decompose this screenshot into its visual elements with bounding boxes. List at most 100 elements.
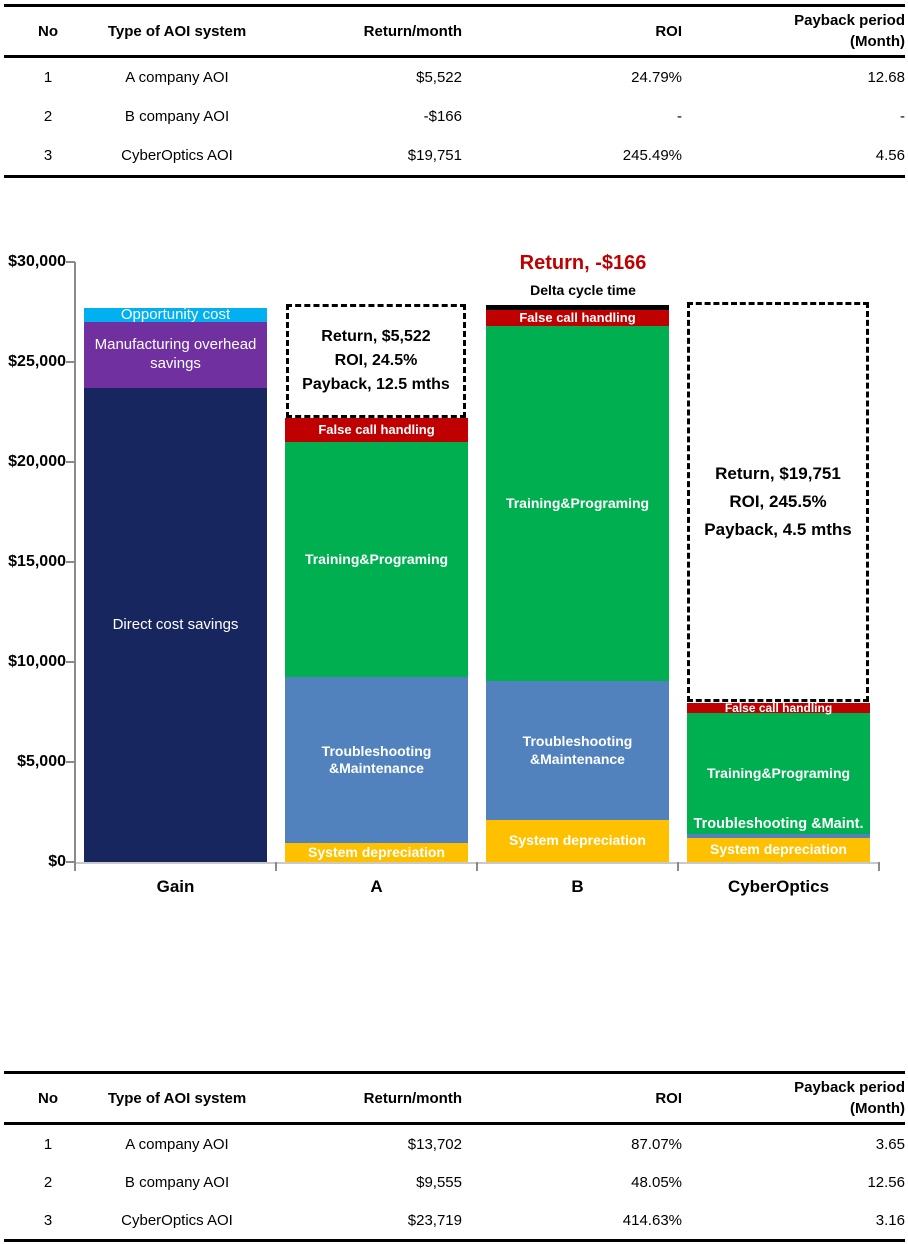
y-axis-tick [66, 461, 75, 463]
segment-delta-cycle-time [486, 304, 669, 310]
segment-training-programing: Training&Programing [285, 442, 468, 677]
cell-roi: 48.05% [631, 1173, 682, 1191]
col-header-return: Return/month [262, 5, 462, 58]
segment-system-depreciation: System depreciation [486, 820, 669, 862]
segment-label: Training&Programing [505, 494, 650, 511]
segment-label: Training&Programing [706, 764, 851, 781]
roi-table-top: No Type of AOI system Return/month ROI P… [4, 4, 905, 178]
box-cyber-roi: ROI, 245.5% [729, 491, 827, 511]
table-row: 1 A company AOI $5,522 24.79% 12.68 [4, 57, 905, 98]
table-row: 2 B company AOI $9,555 48.05% 12.56 [4, 1163, 905, 1201]
table-row: 2 B company AOI -$166 - - [4, 97, 905, 136]
y-axis-tick-label: $20,000 [8, 453, 66, 470]
bar-gain: Direct cost savings Manufacturing overhea… [84, 262, 267, 862]
segment-label: System depreciation [308, 843, 445, 860]
annotation-box-cyberoptics: Return, $19,751 ROI, 245.5% Payback, 4.5… [687, 302, 869, 702]
cell-return: $9,555 [416, 1173, 462, 1191]
x-axis-category-label: A [370, 877, 383, 896]
segment-system-depreciation: System depreciation [687, 838, 870, 862]
segment-label: System depreciation [710, 841, 847, 858]
annotation-box-a: Return, $5,522 ROI, 24.5% Payback, 12.5 … [286, 304, 466, 418]
table-header-row: No Type of AOI system Return/month ROI P… [4, 1072, 905, 1125]
segment-troubleshooting-maintenance: Troubleshooting &Maint. [687, 816, 870, 838]
table-row: 3 CyberOptics AOI $23,719 414.63% 3.16 [4, 1201, 905, 1241]
segment-label: Direct cost savings [112, 615, 239, 633]
cell-no: 2 [43, 108, 53, 125]
box-a-payback: Payback, 12.5 mths [302, 376, 450, 393]
cell-return: $19,751 [407, 147, 462, 164]
y-axis-tick-label: $15,000 [8, 553, 66, 570]
annotation-return-b: Return, -$166 [519, 252, 647, 274]
box-a-roi: ROI, 24.5% [334, 352, 418, 369]
segment-label: System depreciation [509, 832, 646, 849]
cell-return: $23,719 [407, 1211, 462, 1229]
x-axis-tick [476, 862, 478, 871]
col-header-payback: Payback period (Month) [682, 5, 905, 58]
box-cyber-return: Return, $19,751 [715, 463, 841, 483]
segment-label: False call handling [724, 700, 833, 715]
cell-roi: 414.63% [622, 1211, 682, 1229]
cell-return: $13,702 [407, 1135, 462, 1153]
cell-no: 3 [43, 147, 53, 164]
segment-troubleshooting-maintenance: Troubleshooting &Maintenance [285, 677, 468, 843]
x-axis-category-label: B [571, 877, 584, 896]
segment-label: Manufacturing overhead savings [94, 336, 257, 372]
cell-type: B company AOI [124, 108, 230, 125]
segment-label: False call handling [318, 422, 435, 438]
cell-type: CyberOptics AOI [121, 1211, 233, 1229]
col-header-roi: ROI [462, 1072, 682, 1125]
bar-a: System depreciation Troubleshooting &Main… [285, 262, 468, 862]
bar-b: System depreciation Troubleshooting &Main… [486, 262, 669, 862]
table-row: 3 CyberOptics AOI $19,751 245.49% 4.56 [4, 136, 905, 177]
segment-troubleshooting-maintenance: Troubleshooting &Maintenance [486, 681, 669, 820]
cell-type: B company AOI [124, 1173, 230, 1191]
segment-system-depreciation: System depreciation [285, 843, 468, 862]
y-axis-tick [66, 561, 75, 563]
cell-return: $5,522 [416, 69, 462, 86]
cell-payback: - [900, 108, 905, 125]
chart-plot: Direct cost savings Manufacturing overhea… [75, 262, 879, 862]
segment-training-programing: Training&Programing [486, 326, 669, 681]
table-header-row: No Type of AOI system Return/month ROI P… [4, 5, 905, 58]
y-axis-line [74, 262, 76, 871]
x-axis-tick [74, 862, 76, 871]
y-axis-tick-label: $10,000 [8, 653, 66, 670]
segment-label: Troubleshooting &Maintenance [321, 742, 432, 777]
bar-cyberoptics: System depreciation Troubleshooting &Main… [687, 262, 870, 862]
box-a-return: Return, $5,522 [321, 328, 431, 345]
y-axis-tick [66, 261, 75, 263]
col-header-roi: ROI [462, 5, 682, 58]
table-row: 1 A company AOI $13,702 87.07% 3.65 [4, 1124, 905, 1164]
cell-no: 1 [43, 69, 53, 86]
y-axis-tick-label: $5,000 [17, 753, 66, 770]
stacked-bar-chart: $30,000 $25,000 $20,000 $15,000 $10,000 $5,00… [0, 182, 908, 942]
segment-false-call-handling: False call handling [486, 309, 669, 326]
segment-opportunity-cost: Opportunity cost [84, 306, 267, 323]
col-header-payback: Payback period (Month) [682, 1072, 905, 1125]
cell-payback: 4.56 [875, 147, 905, 164]
segment-label: False call handling [519, 309, 636, 325]
x-axis-category-label: Gain [156, 877, 195, 896]
cell-roi: 24.79% [631, 69, 682, 86]
y-axis-tick-label: $0 [48, 853, 66, 870]
segment-manufacturing-overhead-savings: Manufacturing overhead savings [84, 322, 267, 388]
cell-payback: 12.68 [867, 69, 905, 86]
segment-direct-cost-savings: Direct cost savings [84, 388, 267, 862]
x-axis-category-label: CyberOptics [727, 877, 830, 896]
cell-payback: 12.56 [867, 1173, 905, 1191]
y-axis-tick-label: $25,000 [8, 353, 66, 370]
cell-type: A company AOI [125, 1135, 229, 1153]
col-header-no: No [4, 5, 92, 58]
y-axis-tick [66, 861, 75, 863]
segment-label: Training&Programing [304, 550, 449, 567]
y-axis-tick-label: $30,000 [8, 253, 66, 270]
x-axis-tick [677, 862, 679, 871]
segment-label: Troubleshooting &Maint. [693, 815, 864, 832]
col-header-no: No [4, 1072, 92, 1125]
cell-payback: 3.65 [875, 1135, 905, 1153]
col-header-type: Type of AOI system [92, 1072, 262, 1125]
y-axis-tick [66, 661, 75, 663]
cell-no: 3 [43, 1211, 53, 1229]
y-axis-tick [66, 761, 75, 763]
cell-roi: - [677, 108, 682, 125]
